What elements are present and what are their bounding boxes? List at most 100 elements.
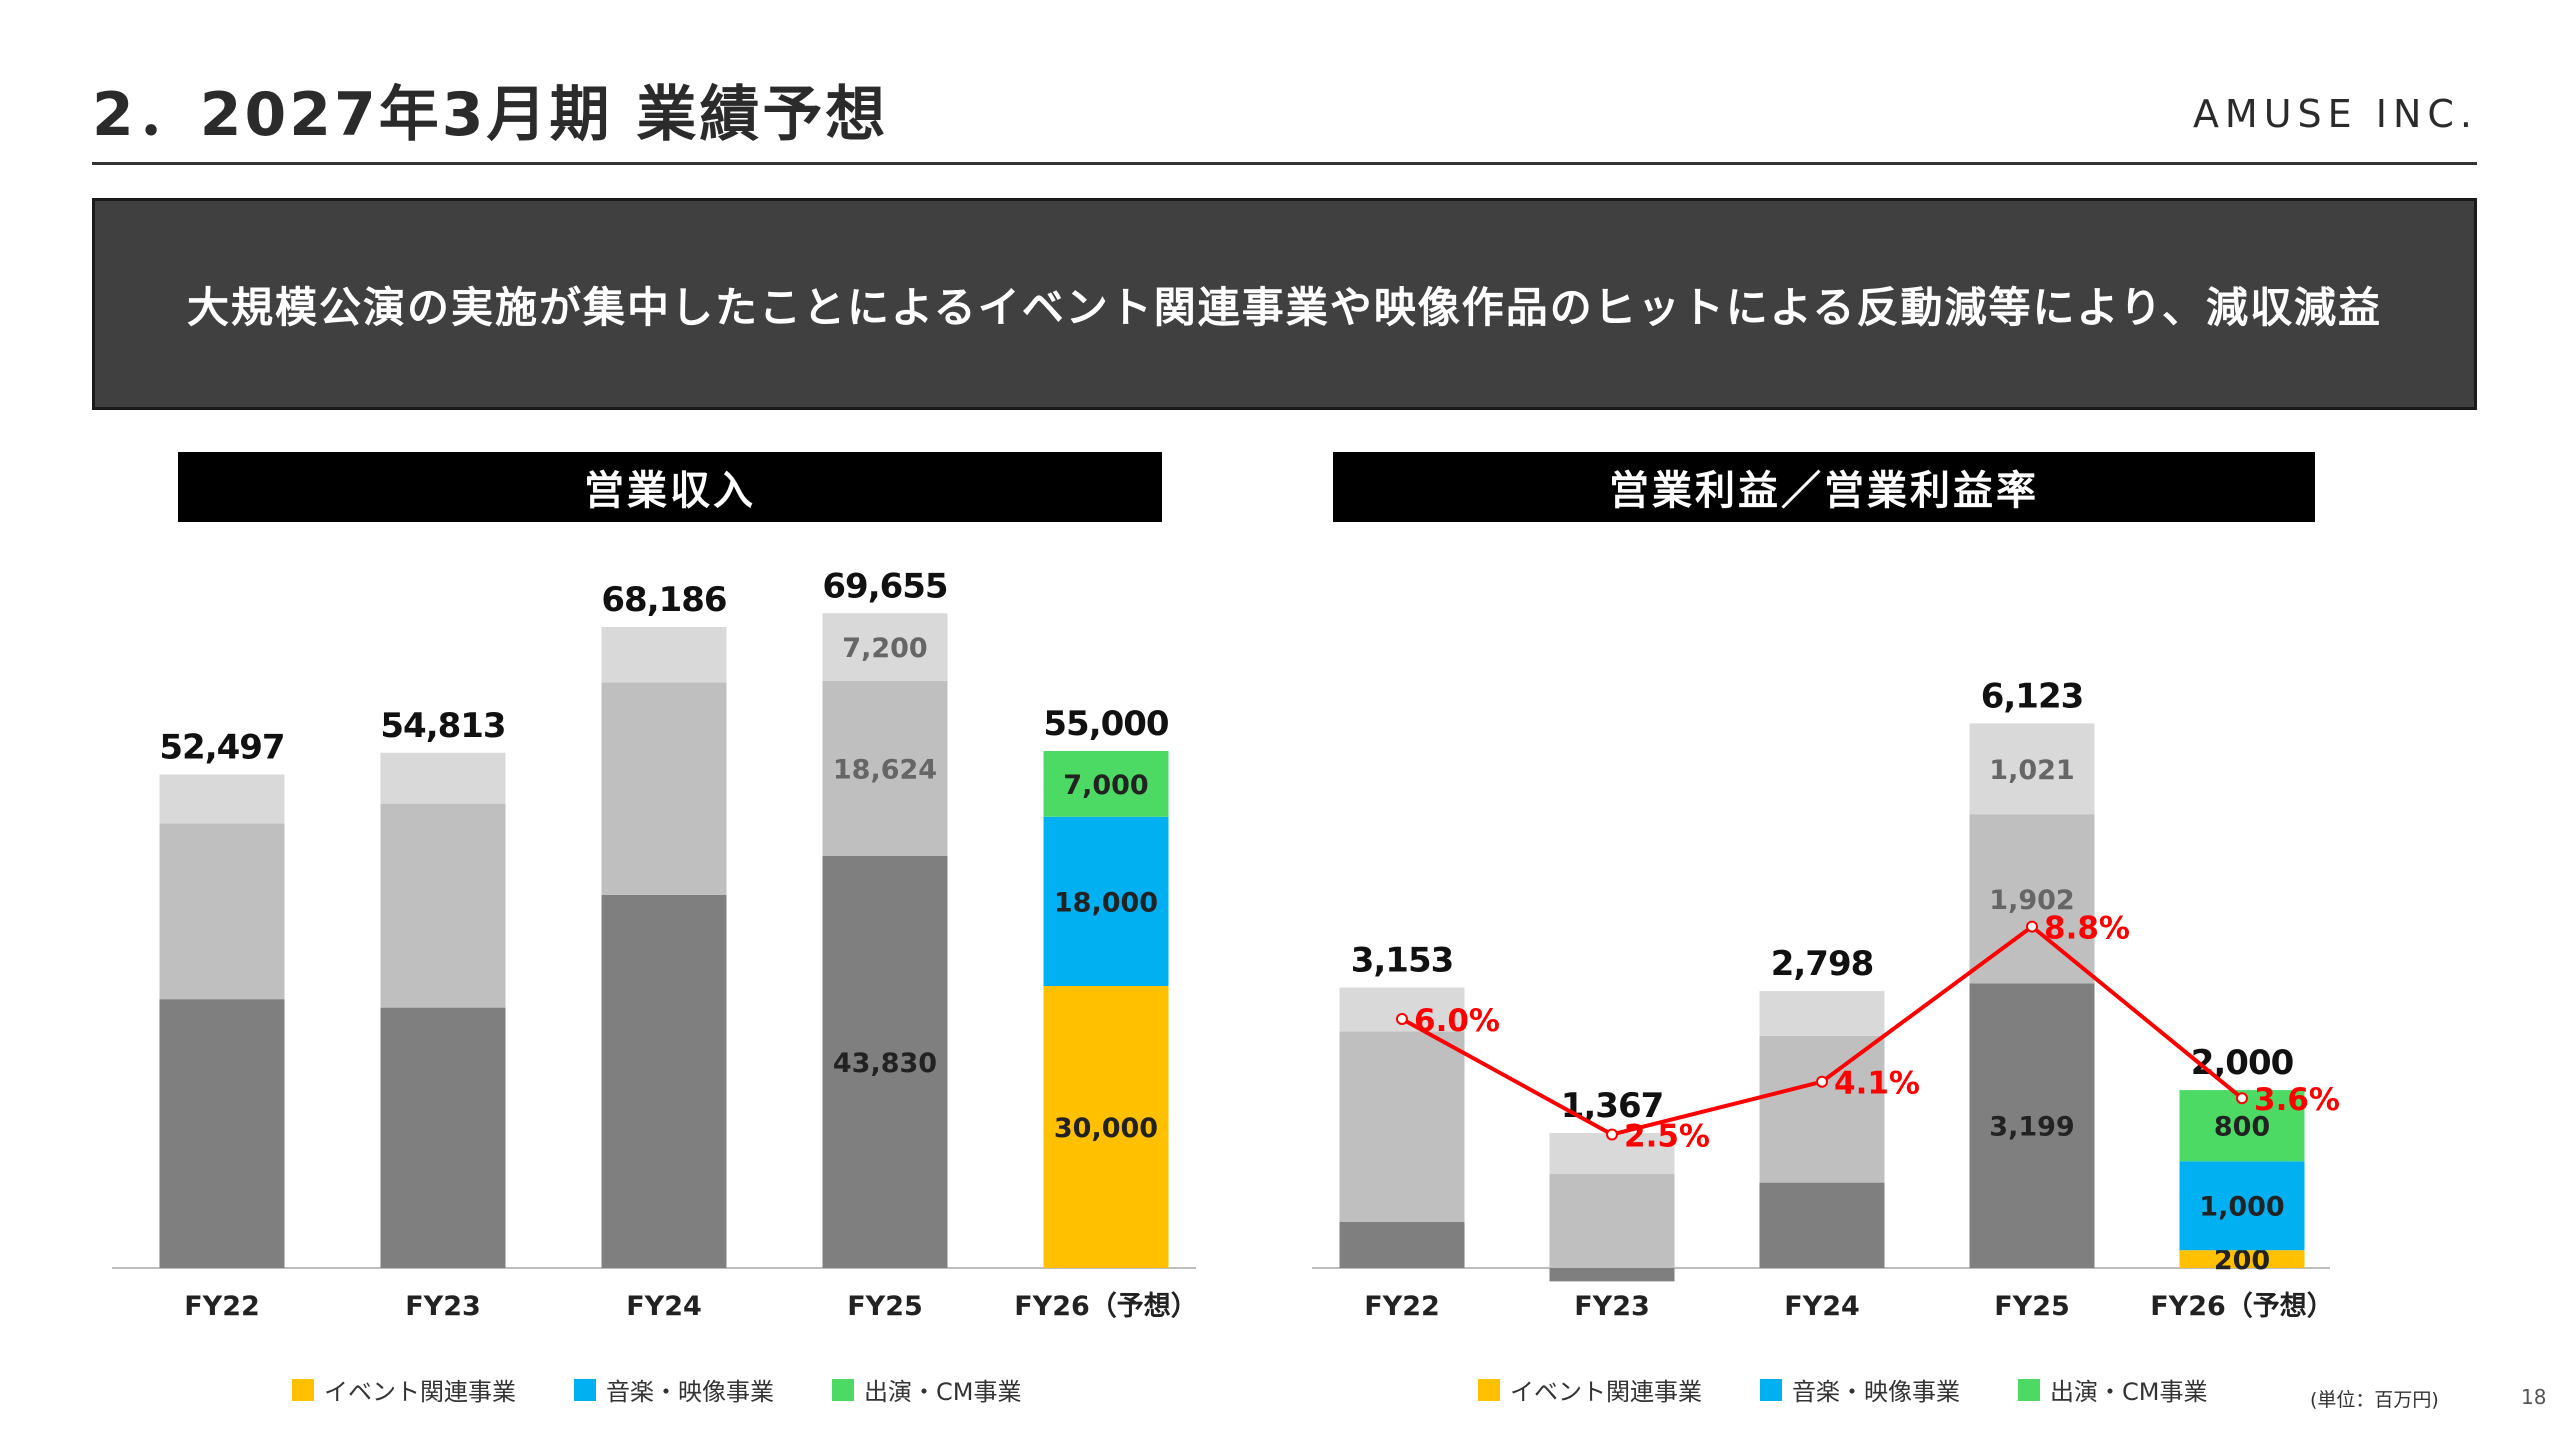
category-label: FY26（予想）	[1014, 1291, 1198, 1322]
legend-item-music: 音楽・映像事業	[574, 1372, 774, 1407]
bar-segment	[159, 774, 285, 824]
category-label: FY22	[184, 1291, 260, 1322]
bar-segment	[159, 823, 285, 1000]
bar-segment	[601, 682, 727, 895]
segment-value-label: 200	[2214, 1245, 2270, 1276]
segment-value-label: 30,000	[1054, 1113, 1158, 1144]
total-value-label: 55,000	[1043, 704, 1169, 744]
legend-swatch-event	[1478, 1378, 1500, 1401]
category-label: FY26（予想）	[2150, 1291, 2334, 1322]
segment-value-label: 1,021	[1989, 755, 2074, 786]
category-label: FY23	[1574, 1291, 1650, 1322]
margin-value-label: 2.5%	[1624, 1119, 1710, 1155]
bar-segment	[1339, 1031, 1465, 1222]
total-value-label: 1,367	[1561, 1086, 1664, 1126]
bar-segment	[159, 999, 285, 1268]
profit-chart-header: 営業利益／営業利益率	[1333, 452, 2315, 522]
legend-swatch-music	[574, 1378, 596, 1401]
bar-segment	[1969, 983, 2095, 1268]
bar-segment	[380, 752, 506, 804]
bar-segment	[822, 855, 948, 1268]
bar-segment	[1759, 1182, 1885, 1268]
category-label: FY24	[626, 1291, 702, 1322]
legend-swatch-music	[1760, 1378, 1782, 1401]
bar-segment	[1043, 816, 1169, 986]
bar-segment	[1549, 1268, 1675, 1282]
margin-value-label: 3.6%	[2254, 1082, 2340, 1118]
title-divider	[92, 162, 2477, 165]
legend-item-event: イベント関連事業	[1478, 1372, 1702, 1407]
page-title: 2．2027年3月期 業績予想	[92, 80, 889, 150]
category-label: FY22	[1364, 1291, 1440, 1322]
total-value-label: 69,655	[822, 566, 947, 606]
legend-label-event: イベント関連事業	[324, 1378, 516, 1406]
total-value-label: 68,186	[601, 580, 726, 620]
legend-swatch-event	[292, 1378, 314, 1401]
bar-segment	[601, 627, 727, 683]
profit-legend: イベント関連事業 音楽・映像事業 出演・CM事業	[1478, 1372, 2265, 1407]
legend-item-event: イベント関連事業	[292, 1372, 516, 1407]
segment-value-label: 3,199	[1989, 1112, 2074, 1143]
bar-segment	[1043, 986, 1169, 1268]
bar-segment	[822, 613, 948, 681]
company-logo: AMUSE INC.	[2192, 92, 2478, 136]
segment-value-label: 800	[2214, 1112, 2270, 1143]
category-label: FY24	[1784, 1291, 1860, 1322]
bar-segment	[822, 680, 948, 856]
legend-label-event: イベント関連事業	[1510, 1378, 1702, 1406]
total-value-label: 6,123	[1981, 676, 2084, 716]
legend-item-cm: 出演・CM事業	[832, 1372, 1021, 1407]
legend-swatch-cm	[832, 1378, 854, 1401]
legend-label-music: 音楽・映像事業	[606, 1378, 774, 1406]
margin-point	[2236, 1092, 2248, 1105]
bar-segment	[1043, 751, 1169, 817]
total-value-label: 54,813	[380, 706, 505, 746]
total-value-label: 52,497	[159, 728, 284, 768]
margin-point	[1396, 1013, 1408, 1025]
legend-item-cm: 出演・CM事業	[2018, 1372, 2207, 1407]
segment-value-label: 1,000	[2199, 1192, 2284, 1223]
revenue-chart: 52,497 FY22 54,813 FY23 68,186 FY24 43,830 18,6…	[112, 566, 1198, 1322]
bar-segment	[601, 894, 727, 1268]
segment-value-label: 18,624	[833, 754, 937, 785]
segment-value-label: 7,000	[1063, 770, 1148, 801]
summary-text: 大規模公演の実施が集中したことによるイベント関連事業や映像作品のヒットによる反動…	[187, 282, 2382, 332]
category-label: FY23	[405, 1291, 481, 1322]
bar-segment	[1759, 991, 1885, 1036]
legend-label-cm: 出演・CM事業	[864, 1378, 1022, 1406]
margin-point	[1606, 1128, 1618, 1141]
bar-segment	[1969, 723, 2095, 815]
bar-segment	[1549, 1173, 1675, 1268]
summary-banner: 大規模公演の実施が集中したことによるイベント関連事業や映像作品のヒットによる反動…	[92, 198, 2477, 410]
margin-point	[2026, 920, 2038, 933]
legend-swatch-cm	[2018, 1378, 2040, 1401]
total-value-label: 3,153	[1351, 941, 1454, 981]
margin-value-label: 8.8%	[2044, 911, 2130, 947]
total-value-label: 2,798	[1771, 944, 1874, 984]
revenue-chart-header: 営業収入	[178, 452, 1162, 522]
profit-chart: 3,153 FY22 1,367 FY23 2,798 FY24 3,199 1,902 1,0…	[1312, 676, 2340, 1322]
legend-label-music: 音楽・映像事業	[1792, 1378, 1960, 1406]
category-label: FY25	[1994, 1291, 2070, 1322]
total-value-label: 2,000	[2191, 1043, 2294, 1083]
legend-label-cm: 出演・CM事業	[2050, 1378, 2208, 1406]
bar-segment	[1759, 1035, 1885, 1183]
segment-value-label: 1,902	[1989, 885, 2074, 916]
bar-segment	[380, 803, 506, 1008]
segment-value-label: 43,830	[833, 1048, 937, 1079]
page-number: 18	[2521, 1385, 2547, 1409]
legend-item-music: 音楽・映像事業	[1760, 1372, 1960, 1407]
segment-value-label: 18,000	[1054, 887, 1158, 918]
category-label: FY25	[847, 1291, 923, 1322]
bar-segment	[2179, 1161, 2305, 1251]
margin-value-label: 6.0%	[1414, 1003, 1500, 1039]
bar-segment	[380, 1007, 506, 1268]
revenue-legend: イベント関連事業 音楽・映像事業 出演・CM事業	[292, 1372, 1079, 1407]
margin-value-label: 4.1%	[1834, 1066, 1920, 1102]
unit-note: (単位：百万円)	[2310, 1389, 2439, 1411]
segment-value-label: 7,200	[842, 633, 927, 664]
bar-segment	[2179, 1250, 2305, 1268]
bar-segment	[1339, 1221, 1465, 1268]
margin-point	[1816, 1075, 1828, 1088]
